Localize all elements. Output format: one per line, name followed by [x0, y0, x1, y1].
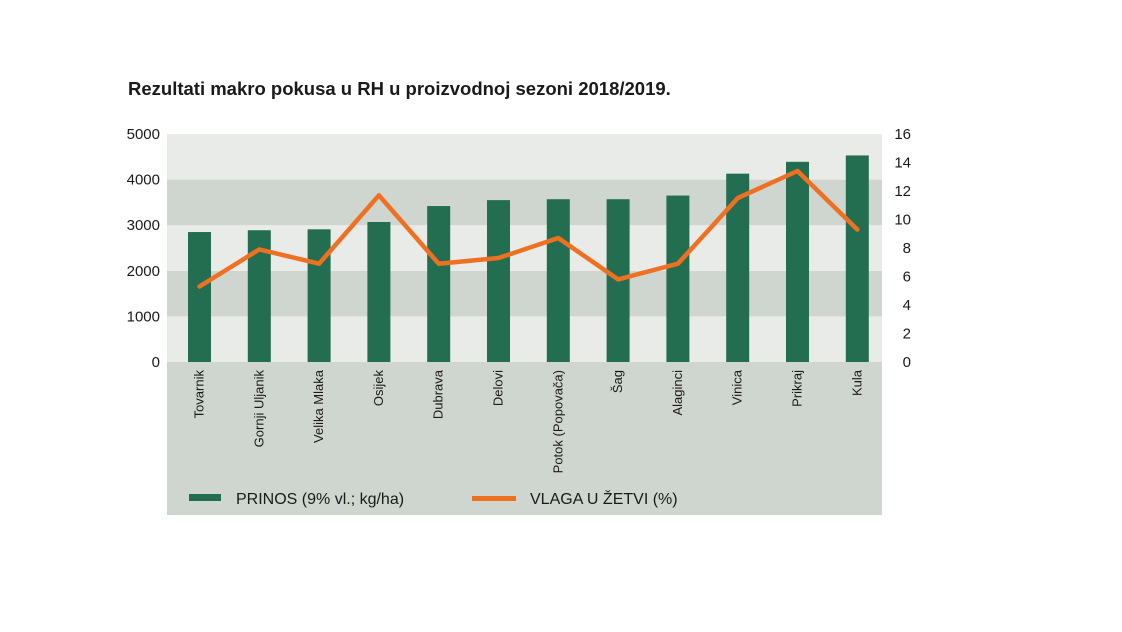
- y-left-tick-label: 1000: [127, 308, 160, 325]
- x-tick-label: Kula: [849, 369, 864, 396]
- y-right-tick-label: 4: [903, 297, 911, 314]
- line-vlaga: [197, 168, 860, 289]
- x-axis-categories: Tovarnik Gornji Uljanik Velika Mlaka Osijek…: [192, 369, 865, 473]
- bar-prinos: [427, 206, 451, 362]
- x-tick-label: Velika Mlaka: [311, 369, 326, 443]
- plot-band: [167, 316, 882, 362]
- bar-prinos: [546, 199, 570, 362]
- legend-label-prinos: PRINOS (9% vl.; kg/ha): [236, 491, 404, 508]
- x-tick-label: Vinica: [730, 369, 745, 405]
- y-left-tick-label: 2000: [127, 263, 160, 280]
- plot-band: [167, 270, 882, 317]
- legend-label-vlaga: VLAGA U ŽETVI (%): [530, 489, 678, 508]
- bar-prinos: [786, 161, 809, 362]
- bar-prinos: [367, 222, 391, 362]
- bar-prinos: [307, 229, 331, 362]
- y-axis-left: 0 1000 2000 3000 4000 5000: [127, 126, 160, 371]
- x-tick-label: Šag: [610, 370, 625, 393]
- bar-prinos: [845, 155, 869, 362]
- line-series-vlaga: [197, 168, 860, 289]
- y-left-tick-label: 4000: [127, 172, 160, 189]
- y-left-tick-label: 0: [152, 354, 160, 371]
- y-right-tick-label: 16: [894, 126, 911, 143]
- x-tick-label: Osijek: [371, 370, 386, 407]
- category-band: [167, 362, 882, 515]
- legend: PRINOS (9% vl.; kg/ha) VLAGA U ŽETVI (%): [189, 489, 678, 508]
- y-left-tick-label: 5000: [127, 126, 160, 143]
- y-right-tick-label: 14: [894, 155, 911, 172]
- bar-prinos: [487, 200, 510, 362]
- bar-prinos: [247, 230, 271, 362]
- legend-swatch-vlaga: [472, 496, 516, 501]
- y-right-tick-label: 2: [903, 326, 911, 343]
- plot-band: [167, 179, 882, 226]
- bar-prinos: [188, 232, 211, 362]
- y-right-tick-label: 12: [894, 183, 911, 200]
- plot-background: [167, 134, 882, 515]
- x-tick-label: Gornji Uljanik: [251, 370, 266, 448]
- x-tick-label: Dubrava: [431, 369, 446, 419]
- y-right-tick-label: 6: [903, 269, 911, 286]
- bar-prinos: [726, 173, 750, 362]
- y-right-tick-label: 0: [903, 354, 911, 371]
- x-tick-label: Tovarnik: [192, 370, 207, 419]
- x-tick-label: Alaginci: [670, 370, 685, 416]
- bar-series-prinos: [188, 155, 869, 362]
- y-axis-right: 0 2 4 6 8 10 12 14 16: [894, 126, 911, 371]
- y-right-tick-label: 8: [903, 240, 911, 257]
- bar-prinos: [666, 195, 690, 362]
- plot-band: [167, 134, 882, 180]
- x-tick-label: Prikraj: [790, 370, 805, 407]
- chart-title: Rezultati makro pokusa u RH u proizvodno…: [128, 78, 671, 99]
- y-left-tick-label: 3000: [127, 217, 160, 234]
- y-right-tick-label: 10: [894, 212, 911, 229]
- x-tick-label: Delovi: [491, 370, 506, 406]
- legend-swatch-prinos: [189, 494, 221, 501]
- x-tick-label: Potok (Popovača): [550, 370, 565, 473]
